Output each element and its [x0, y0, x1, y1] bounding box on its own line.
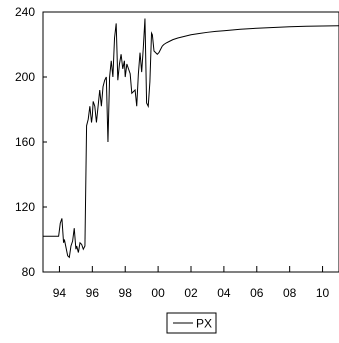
x-tick-label: 96	[86, 286, 100, 300]
y-axis-ticks: 80 120 160 200 240	[15, 5, 47, 279]
x-tick-label: 94	[53, 286, 67, 300]
x-tick-label: 00	[151, 286, 165, 300]
y-tick-label: 120	[15, 200, 35, 214]
y-tick-label: 200	[15, 70, 35, 84]
series-layer	[43, 18, 339, 259]
y-tick-label: 80	[22, 265, 36, 279]
legend: PX	[166, 312, 217, 334]
plot-frame	[42, 11, 339, 273]
x-axis-ticks: 94 96 98 00 02 04 06 08 10	[53, 266, 330, 300]
series-line-px	[43, 18, 339, 259]
x-tick-label: 08	[283, 286, 297, 300]
legend-label-px: PX	[196, 317, 212, 331]
x-tick-label: 02	[184, 286, 198, 300]
y-tick-label: 240	[15, 5, 35, 19]
x-tick-label: 04	[217, 286, 231, 300]
y-tick-label: 160	[15, 135, 35, 149]
x-tick-label: 10	[316, 286, 330, 300]
x-tick-label: 98	[119, 286, 133, 300]
x-tick-label: 06	[250, 286, 264, 300]
